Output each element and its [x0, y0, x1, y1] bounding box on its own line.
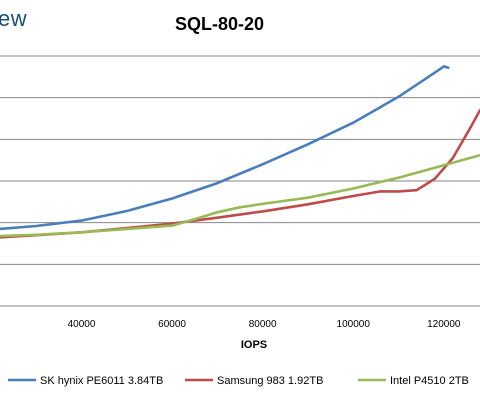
- series-lines: [0, 65, 480, 239]
- x-tick-label: 100000: [337, 319, 371, 330]
- legend-label: Intel P4510 2TB: [390, 375, 469, 387]
- x-tick-label: 60000: [158, 319, 186, 330]
- x-tick-label: 80000: [249, 319, 277, 330]
- chart-title: SQL-80-20: [175, 14, 265, 34]
- x-tick-labels: 40000 60000 80000 100000 120000: [68, 319, 461, 330]
- legend: SK hynix PE6011 3.84TB Samsung 983 1.92TB…: [8, 375, 469, 387]
- x-tick-label: 120000: [427, 319, 461, 330]
- legend-label: Samsung 983 1.92TB: [217, 375, 323, 387]
- x-tick-label: 40000: [68, 319, 96, 330]
- series-line-3: [0, 153, 480, 238]
- series-line-1: [0, 65, 450, 231]
- legend-label: SK hynix PE6011 3.84TB: [40, 375, 163, 387]
- x-axis-title: IOPS: [241, 339, 267, 351]
- logo-text: ew: [0, 6, 28, 31]
- gridlines: [0, 55, 480, 265]
